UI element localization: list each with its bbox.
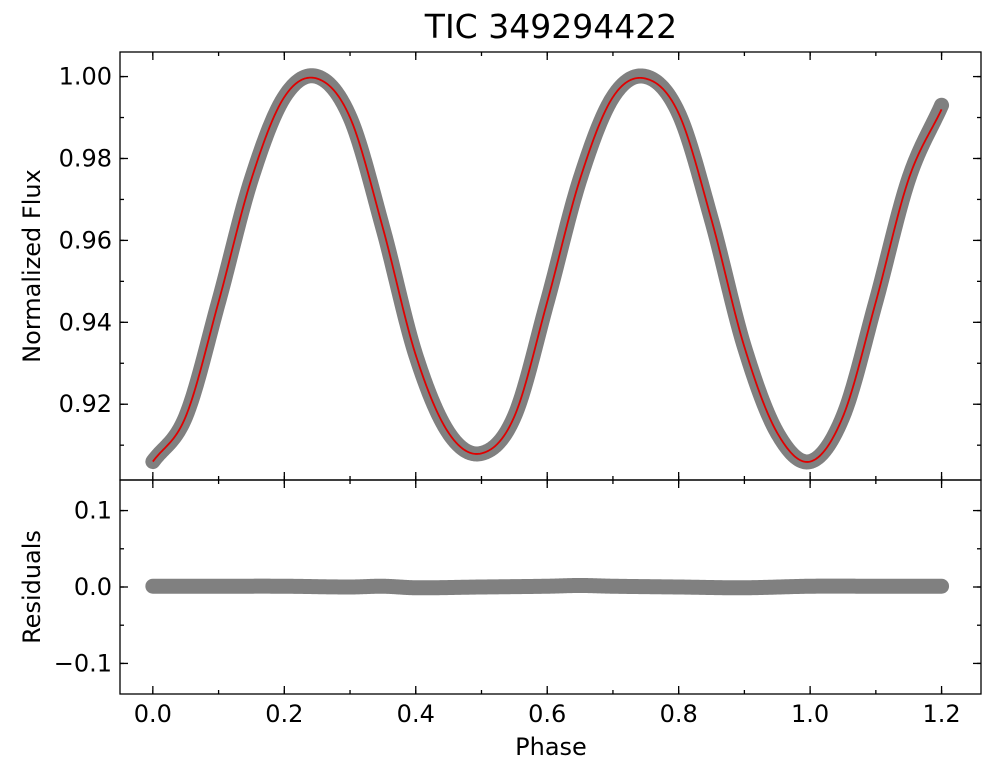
flux-y-tick-label: 1.00: [59, 63, 112, 91]
residuals-plot-area: [145, 577, 950, 596]
flux-y-tick-label: 0.94: [59, 308, 112, 336]
residuals-data-point: [803, 579, 818, 594]
residuals-data-point: [934, 579, 949, 594]
residuals-data-point: [145, 579, 160, 594]
x-tick-label: 0.0: [134, 700, 172, 728]
residuals-data-point: [343, 580, 358, 594]
x-tick-label: 0.6: [528, 700, 566, 728]
x-tick-label: 0.4: [397, 700, 435, 728]
x-tick-label: 1.0: [791, 700, 829, 728]
residuals-data-point: [474, 580, 489, 594]
flux-y-tick-label: 0.96: [59, 226, 112, 254]
flux-data-point: [638, 69, 653, 84]
residuals-y-tick-label: −0.1: [54, 649, 112, 677]
residuals-data-point: [605, 579, 620, 594]
flux-y-axis-label: Normalized Flux: [18, 169, 46, 363]
residuals-data-point: [573, 578, 588, 593]
flux-y-tick-label: 0.98: [59, 144, 112, 172]
flux-data-band: [145, 68, 950, 470]
chart-title: TIC 349294422: [424, 7, 677, 46]
residuals-data-point: [408, 580, 423, 595]
residuals-data-point: [211, 579, 226, 594]
residuals-panel: 0.0 0.2 0.4 0.6 0.8 1.0 1.2 −0.1 0.0 0.1 Residuals: [18, 479, 982, 728]
flux-y-tick-label: 0.92: [59, 390, 112, 418]
flux-data-point: [934, 98, 949, 113]
model-curve: [152, 76, 943, 463]
x-axis-label: Phase: [515, 733, 587, 761]
residuals-y-tick-label: 0.1: [74, 497, 112, 525]
residuals-data-point: [671, 580, 686, 594]
x-tick-label: 0.8: [660, 700, 698, 728]
x-tick-label: 1.2: [922, 700, 960, 728]
flux-panel: 0.92 0.94 0.96 0.98 1.00 Normalized Flux: [18, 51, 982, 481]
flux-plot-area: [145, 68, 950, 470]
residuals-data-point: [277, 579, 292, 594]
residuals-data-point: [375, 579, 390, 594]
residuals-y-axis-label: Residuals: [18, 530, 46, 644]
x-tick-label: 0.2: [265, 700, 303, 728]
residuals-data-point: [737, 580, 752, 595]
residuals-y-tick-label: 0.0: [74, 573, 112, 601]
residuals-data-point: [868, 579, 883, 594]
residuals-data-point: [540, 579, 555, 594]
